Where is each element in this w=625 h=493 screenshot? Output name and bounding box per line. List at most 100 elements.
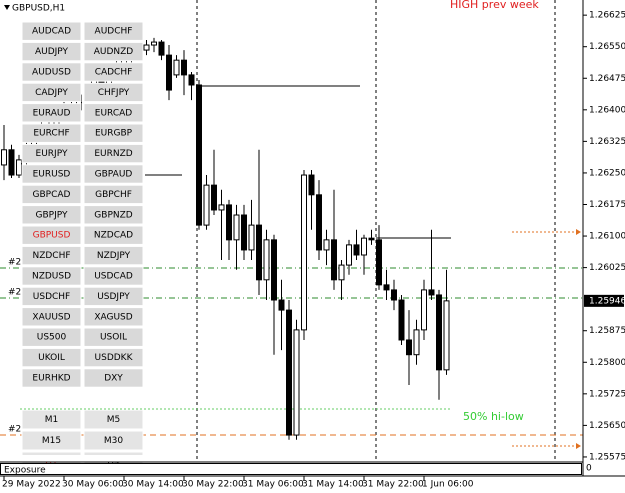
button[interactable] xyxy=(21,327,82,347)
button[interactable] xyxy=(83,327,144,347)
candle-body xyxy=(188,74,195,86)
candle-body xyxy=(286,309,292,436)
button[interactable] xyxy=(83,164,144,184)
x-tick-label: 31 May 22:00 xyxy=(362,480,424,490)
candle-body xyxy=(323,239,330,251)
button[interactable] xyxy=(21,21,82,41)
annotation: HIGH prev week xyxy=(450,0,539,11)
button-label: GBPNZD xyxy=(94,210,132,220)
button[interactable] xyxy=(21,368,82,388)
button[interactable] xyxy=(21,347,82,368)
button-label: USDCHF xyxy=(33,292,70,302)
button[interactable] xyxy=(83,409,144,430)
button[interactable] xyxy=(83,368,144,388)
y-tick-label: 1.25575 xyxy=(589,452,625,462)
button-label: XAUUSD xyxy=(32,312,70,322)
button-label: GBPUSD xyxy=(33,231,71,241)
button[interactable] xyxy=(21,164,82,184)
annotation: 50% hi-low xyxy=(463,410,524,423)
candle-body xyxy=(361,237,367,256)
button[interactable] xyxy=(83,430,144,451)
x-tick-label: 30 May 22:00 xyxy=(182,480,244,490)
button[interactable] xyxy=(21,286,82,307)
candle-body xyxy=(143,44,150,51)
button[interactable] xyxy=(21,430,82,451)
button-label: AUDJPY xyxy=(35,47,69,57)
button-label: EURHKD xyxy=(32,374,70,384)
button-label: NZDUSD xyxy=(32,272,71,282)
button-label: AUDUSD xyxy=(32,68,71,78)
button[interactable] xyxy=(83,184,144,205)
button[interactable] xyxy=(83,347,144,368)
button[interactable] xyxy=(83,266,144,286)
candle-body xyxy=(233,214,240,241)
button[interactable] xyxy=(83,41,144,62)
button[interactable] xyxy=(21,245,82,266)
candle-body xyxy=(406,339,412,356)
candle-body xyxy=(421,289,427,331)
candle-body xyxy=(308,174,315,196)
candle-body xyxy=(338,264,345,281)
candle-body xyxy=(16,159,22,176)
button[interactable] xyxy=(83,225,144,245)
button[interactable] xyxy=(83,307,144,327)
y-tick-label: 1.26025 xyxy=(589,263,625,273)
x-tick-label: 31 May 06:00 xyxy=(242,480,304,490)
candle-body xyxy=(398,299,405,341)
candle-body xyxy=(383,284,390,291)
button[interactable] xyxy=(21,225,82,245)
button[interactable] xyxy=(21,41,82,62)
menu-arrow[interactable] xyxy=(4,5,10,10)
y-tick-label: 1.25725 xyxy=(589,389,625,399)
symbol-title: GBPUSD,H1 xyxy=(12,4,65,14)
tag: #2 xyxy=(8,258,21,268)
candle-body xyxy=(316,194,322,251)
button-label: CADCHF xyxy=(95,68,133,78)
button-label: EURNZD xyxy=(94,149,132,159)
button[interactable] xyxy=(83,62,144,82)
button-label: M30 xyxy=(104,436,123,446)
y-tick-label: 1.26175 xyxy=(589,200,625,210)
button[interactable] xyxy=(21,82,82,103)
y-tick-label: 1.26250 xyxy=(589,168,625,178)
button[interactable] xyxy=(83,205,144,225)
candle-body xyxy=(248,224,255,251)
y-tick-label: 1.26625 xyxy=(589,11,625,21)
button[interactable] xyxy=(83,21,144,41)
y-tick-label: 1.25650 xyxy=(589,421,625,431)
button[interactable] xyxy=(83,143,144,164)
button-label: USOIL xyxy=(100,333,127,343)
candle-body xyxy=(256,224,262,281)
button-label: EURJPY xyxy=(36,149,68,159)
candle-body xyxy=(278,299,285,311)
button[interactable] xyxy=(21,266,82,286)
button[interactable] xyxy=(21,409,82,430)
candle-body xyxy=(196,84,202,226)
candle-body xyxy=(271,239,277,301)
button-label: M15 xyxy=(42,436,61,446)
button[interactable] xyxy=(21,123,82,143)
button[interactable] xyxy=(21,143,82,164)
button[interactable] xyxy=(21,205,82,225)
y-tick-label: 1.25875 xyxy=(589,326,625,336)
button[interactable] xyxy=(21,307,82,327)
button[interactable] xyxy=(21,184,82,205)
button-label: USDCAD xyxy=(94,272,133,282)
button[interactable] xyxy=(83,286,144,307)
button[interactable] xyxy=(83,245,144,266)
button-label: EURCHF xyxy=(33,129,69,139)
button[interactable] xyxy=(83,123,144,143)
button-label: NZDJPY xyxy=(97,251,131,261)
button-label: UKOIL xyxy=(38,353,65,363)
button-label: GBPJPY xyxy=(36,210,68,220)
button[interactable] xyxy=(83,103,144,123)
button[interactable] xyxy=(83,82,144,103)
candle-body xyxy=(241,214,247,251)
button[interactable] xyxy=(21,62,82,82)
candle-body xyxy=(428,289,435,296)
candle-body xyxy=(151,41,157,46)
candle-body xyxy=(173,59,180,76)
button[interactable] xyxy=(21,103,82,123)
